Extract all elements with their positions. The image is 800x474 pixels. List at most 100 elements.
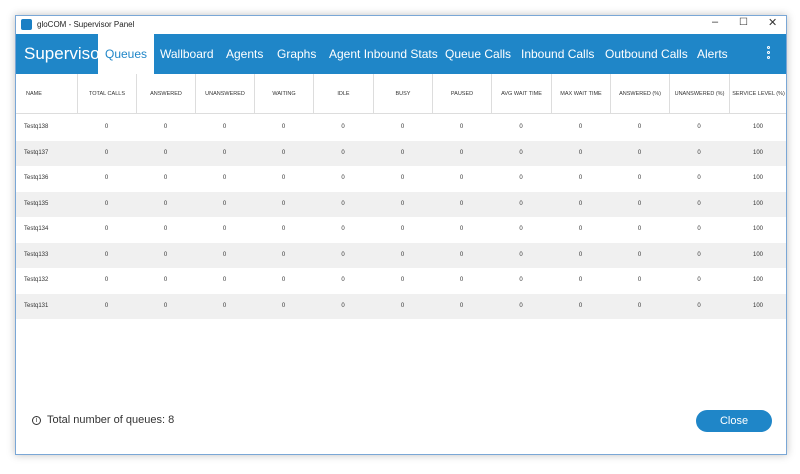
table-cell: 0: [163, 277, 168, 283]
table-cell: 0: [281, 277, 286, 283]
table-cell: 0: [163, 226, 168, 232]
table-cell: 0: [163, 302, 168, 309]
table-cell: 0: [637, 226, 642, 232]
table-cell: Testq135: [24, 200, 49, 207]
table-cell: 0: [637, 200, 642, 207]
maximize-button[interactable]: ☐: [739, 17, 748, 28]
table-cell: 0: [578, 277, 583, 283]
table-cell: 100: [752, 200, 763, 207]
table-cell: 0: [163, 175, 168, 181]
more-menu[interactable]: [767, 46, 770, 61]
table-cell: 0: [222, 277, 227, 283]
close-window-button[interactable]: ✕: [768, 17, 778, 29]
table-cell: 0: [459, 302, 464, 309]
column-header[interactable]: BUSY: [373, 74, 432, 114]
column-header[interactable]: AVG WAIT TIME: [491, 74, 551, 114]
column-header[interactable]: MAX WAIT TIME: [551, 74, 610, 114]
table-cell: 0: [222, 302, 227, 309]
table-cell: 0: [400, 302, 405, 309]
table-cell: 100: [752, 175, 763, 181]
nav-tab[interactable]: Inbound Calls: [521, 47, 595, 61]
table-cell: 0: [281, 149, 286, 156]
table-cell: 0: [104, 200, 109, 207]
table-cell: 0: [281, 124, 286, 130]
table-cell: Testq138: [24, 124, 49, 130]
table-cell: 0: [519, 175, 523, 181]
nav-tab[interactable]: Agent Inbound Stats: [329, 47, 438, 61]
close-button[interactable]: Close: [696, 410, 772, 432]
table-cell: 0: [281, 302, 286, 309]
table-cell: 0: [400, 149, 405, 156]
table-cell: 0: [578, 200, 583, 207]
table-row[interactable]: Testq134 0 0 0 0 0 0 0 0 0 0 0 100: [16, 217, 786, 243]
table-cell: 100: [752, 251, 763, 258]
table-row[interactable]: Testq132 0 0 0 0 0 0 0 0 0 0 0 100: [16, 268, 786, 294]
table-row[interactable]: Testq138 0 0 0 0 0 0 0 0 0 0 0 100: [16, 115, 786, 141]
column-header[interactable]: WAITING: [254, 74, 313, 114]
table-cell: 0: [222, 175, 227, 181]
column-header[interactable]: UNANSWERED (%): [669, 74, 729, 114]
table-cell: 0: [459, 251, 464, 258]
table-cell: 0: [578, 149, 583, 156]
table-cell: 0: [341, 251, 345, 258]
table-cell: 0: [459, 200, 464, 207]
summary: i Total number of queues: 8: [32, 414, 174, 426]
table-cell: 0: [578, 251, 583, 258]
table-cell: 0: [222, 251, 227, 258]
nav-tab[interactable]: Queues: [98, 34, 155, 74]
column-header[interactable]: TOTAL CALLS: [77, 74, 136, 114]
column-header[interactable]: PAUSED: [432, 74, 491, 114]
nav-tab[interactable]: Wallboard: [160, 47, 214, 61]
table-cell: 0: [519, 149, 523, 156]
nav-tab[interactable]: Agents: [226, 47, 264, 61]
column-header[interactable]: ANSWERED (%): [610, 74, 669, 114]
table-row[interactable]: Testq136 0 0 0 0 0 0 0 0 0 0 0 100: [16, 166, 786, 192]
summary-text: Total number of queues: 8: [47, 414, 175, 426]
table-cell: 0: [697, 200, 701, 207]
table-cell: 0: [104, 149, 109, 156]
table-row[interactable]: Testq137 0 0 0 0 0 0 0 0 0 0 0 100: [16, 140, 786, 166]
table-row[interactable]: Testq131 0 0 0 0 0 0 0 0 0 0 0 100: [16, 293, 786, 319]
nav-tab[interactable]: Outbound Calls: [605, 47, 688, 61]
brand: Supervisor: [24, 44, 106, 63]
table-cell: 0: [222, 226, 227, 232]
table-cell: 0: [637, 302, 642, 309]
table-cell: 100: [752, 226, 763, 232]
minimize-button[interactable]: –: [712, 16, 719, 28]
table-row[interactable]: Testq135 0 0 0 0 0 0 0 0 0 0 0 100: [16, 191, 786, 217]
table-cell: 0: [341, 175, 345, 181]
table-cell: Testq133: [24, 251, 49, 258]
table-cell: 0: [459, 124, 464, 130]
column-header[interactable]: SERVICE LEVEL (%): [729, 74, 787, 114]
table-cell: 0: [222, 124, 227, 130]
table-cell: 0: [163, 251, 168, 258]
nav-tab[interactable]: Alerts: [697, 47, 728, 61]
table-cell: 0: [578, 175, 583, 181]
table-cell: 0: [697, 175, 701, 181]
column-header[interactable]: UNANSWERED: [195, 74, 254, 114]
table-cell: 0: [637, 277, 642, 283]
column-header[interactable]: ANSWERED: [136, 74, 195, 114]
window-title: gloCOM - Supervisor Panel: [37, 20, 135, 29]
table-cell: 0: [341, 200, 345, 207]
table-cell: 0: [697, 124, 701, 130]
nav-tab[interactable]: Queue Calls: [445, 47, 512, 61]
table-cell: 0: [637, 149, 642, 156]
table-cell: 0: [104, 124, 109, 130]
table-cell: 0: [281, 251, 286, 258]
table-cell: 0: [163, 149, 168, 156]
table-cell: 0: [459, 277, 464, 283]
nav-tab[interactable]: Graphs: [277, 47, 317, 61]
table-cell: 0: [519, 200, 523, 207]
table-cell: 0: [222, 149, 227, 156]
table-row[interactable]: Testq133 0 0 0 0 0 0 0 0 0 0 0 100: [16, 242, 786, 268]
table-cell: 0: [341, 226, 345, 232]
table-cell: 0: [400, 175, 405, 181]
column-header[interactable]: IDLE: [313, 74, 373, 114]
table-cell: 0: [519, 251, 523, 258]
table-cell: 0: [400, 124, 405, 130]
table-cell: 100: [752, 277, 763, 283]
table-cell: 100: [752, 149, 763, 156]
column-header[interactable]: NAME: [26, 91, 42, 97]
